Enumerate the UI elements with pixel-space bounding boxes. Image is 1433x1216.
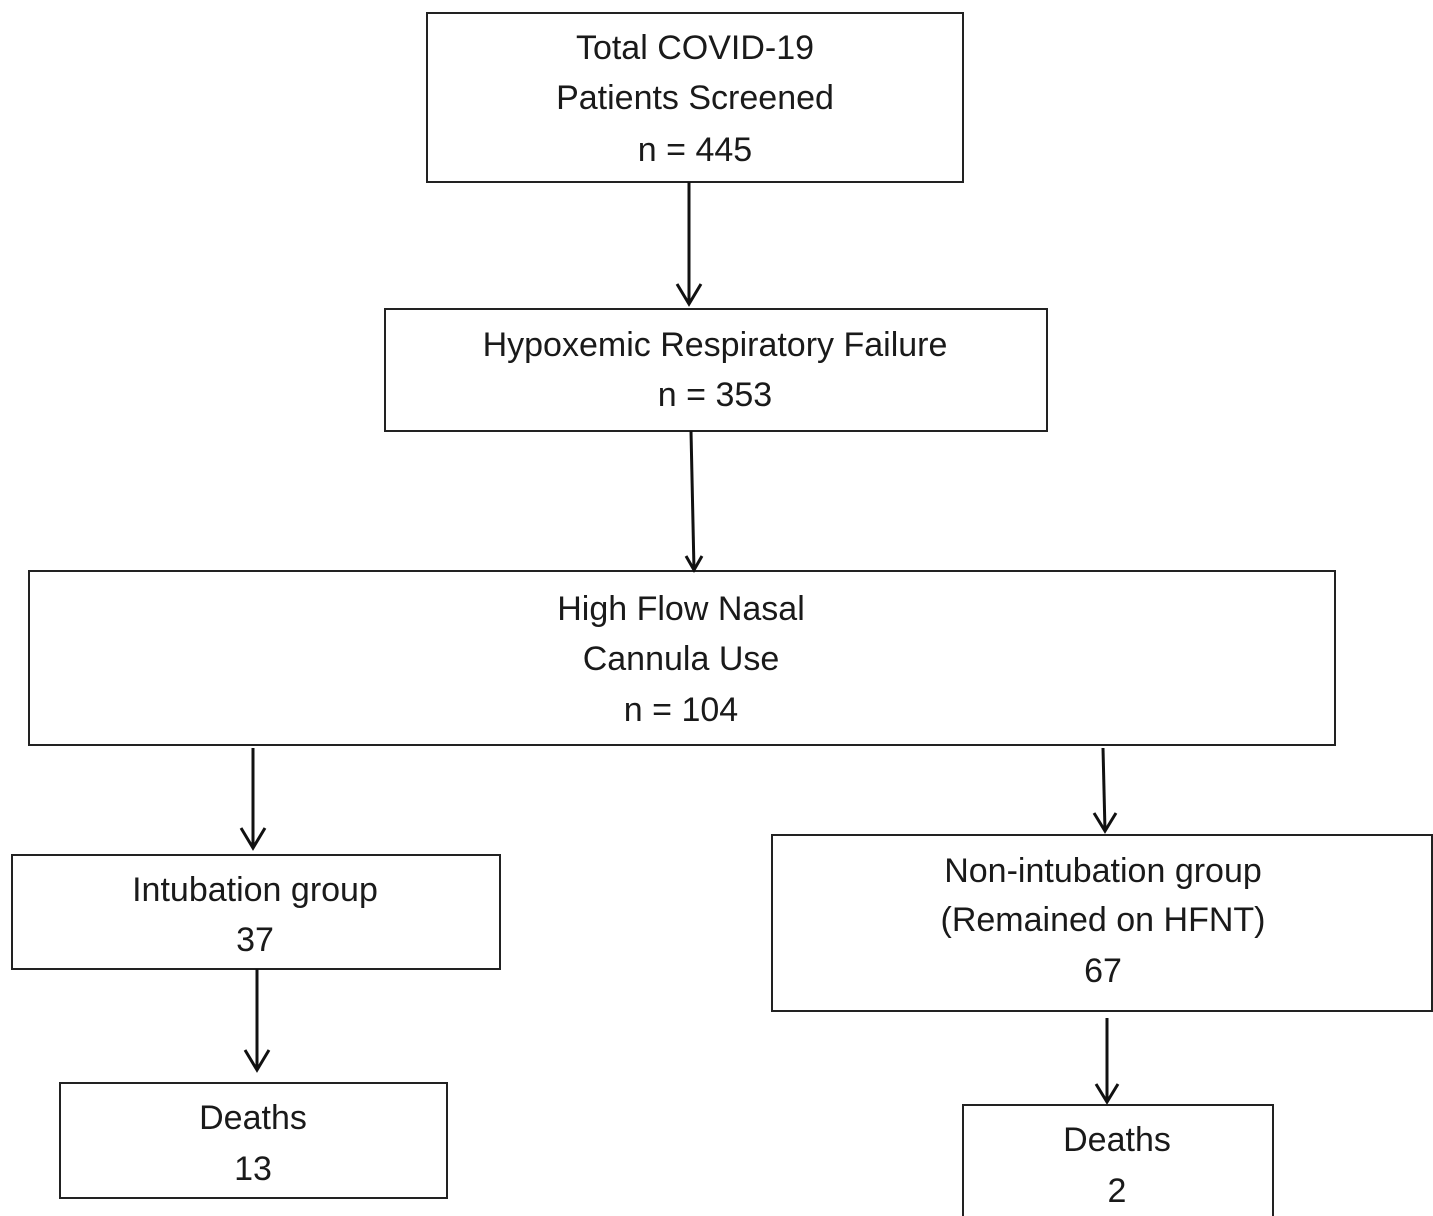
arrow xyxy=(1094,1018,1120,1105)
arrow xyxy=(239,748,267,851)
box xyxy=(384,308,1048,432)
node-text: High Flow Nasal xyxy=(557,590,805,628)
node-text: Cannula Use xyxy=(583,640,780,678)
node-text: Non-intubation group xyxy=(944,852,1262,890)
node-text: Hypoxemic Respiratory Failure xyxy=(483,326,948,364)
node-text: Deaths xyxy=(1063,1121,1171,1159)
node-text: (Remained on HFNT) xyxy=(941,901,1266,939)
node-text: 2 xyxy=(1108,1172,1127,1210)
node-text: Total COVID-19 xyxy=(576,29,814,67)
box xyxy=(962,1104,1274,1216)
box xyxy=(426,12,964,183)
node-text: Intubation group xyxy=(132,871,378,909)
box xyxy=(11,854,501,970)
arrow xyxy=(675,182,703,307)
arrow xyxy=(1092,747,1118,834)
box xyxy=(28,570,1336,746)
node-text: n = 353 xyxy=(658,376,772,414)
arrow xyxy=(684,430,704,574)
node-text: Patients Screened xyxy=(556,79,834,117)
node-text: n = 104 xyxy=(624,691,738,729)
node-text: 67 xyxy=(1084,952,1122,990)
box xyxy=(771,834,1433,1012)
node-text: 37 xyxy=(236,921,274,959)
node-text: Deaths xyxy=(199,1099,307,1137)
arrow xyxy=(243,969,271,1073)
node-text: 13 xyxy=(234,1150,272,1188)
box xyxy=(59,1082,448,1199)
node-text: n = 445 xyxy=(638,131,752,169)
